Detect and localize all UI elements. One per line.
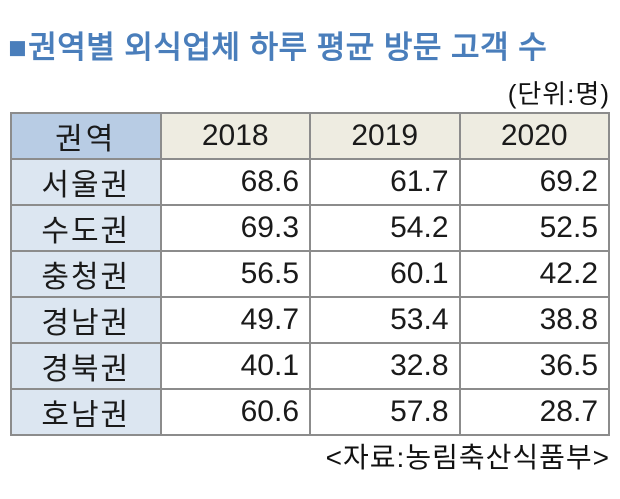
value-cell: 68.6 xyxy=(159,158,311,206)
region-cell: 호남권 xyxy=(10,388,162,436)
region-cell: 경남권 xyxy=(10,296,162,344)
value-cell: 40.1 xyxy=(159,342,311,390)
table-row: 수도권 69.3 54.2 52.5 xyxy=(10,204,610,252)
table-row: 경북권 40.1 32.8 36.5 xyxy=(10,342,610,390)
value-cell: 57.8 xyxy=(309,388,461,436)
table-row: 충청권 56.5 60.1 42.2 xyxy=(10,250,610,298)
table-row: 호남권 60.6 57.8 28.7 xyxy=(10,388,610,436)
data-table: 권역 2018 2019 2020 서울권 68.6 61.7 69.2 수도권… xyxy=(10,112,610,436)
header-cell-2019: 2019 xyxy=(309,112,461,160)
value-cell: 53.4 xyxy=(309,296,461,344)
region-cell: 경북권 xyxy=(10,342,162,390)
page-title-text: 권역별 외식업체 하루 평균 방문 고객 수 xyxy=(28,30,548,65)
table-header-row: 권역 2018 2019 2020 xyxy=(10,112,610,160)
page-title: ■권역별 외식업체 하루 평균 방문 고객 수 xyxy=(8,22,612,67)
value-cell: 54.2 xyxy=(309,204,461,252)
table-row: 경남권 49.7 53.4 38.8 xyxy=(10,296,610,344)
value-cell: 69.2 xyxy=(458,158,610,206)
region-cell: 서울권 xyxy=(10,158,162,206)
square-bullet-icon: ■ xyxy=(8,30,28,65)
value-cell: 32.8 xyxy=(309,342,461,390)
value-cell: 52.5 xyxy=(458,204,610,252)
unit-label: (단위:명) xyxy=(507,79,610,109)
region-cell: 수도권 xyxy=(10,204,162,252)
header-cell-2020: 2020 xyxy=(458,112,610,160)
value-cell: 49.7 xyxy=(159,296,311,344)
table-row: 서울권 68.6 61.7 69.2 xyxy=(10,158,610,206)
value-cell: 61.7 xyxy=(309,158,461,206)
value-cell: 69.3 xyxy=(159,204,311,252)
source-label: <자료:농림축산식품부> xyxy=(325,442,610,473)
value-cell: 60.1 xyxy=(309,250,461,298)
value-cell: 36.5 xyxy=(458,342,610,390)
header-cell-region: 권역 xyxy=(10,112,162,160)
value-cell: 38.8 xyxy=(458,296,610,344)
value-cell: 28.7 xyxy=(458,388,610,436)
value-cell: 56.5 xyxy=(159,250,311,298)
header-cell-2018: 2018 xyxy=(159,112,311,160)
region-cell: 충청권 xyxy=(10,250,162,298)
value-cell: 42.2 xyxy=(458,250,610,298)
value-cell: 60.6 xyxy=(159,388,311,436)
